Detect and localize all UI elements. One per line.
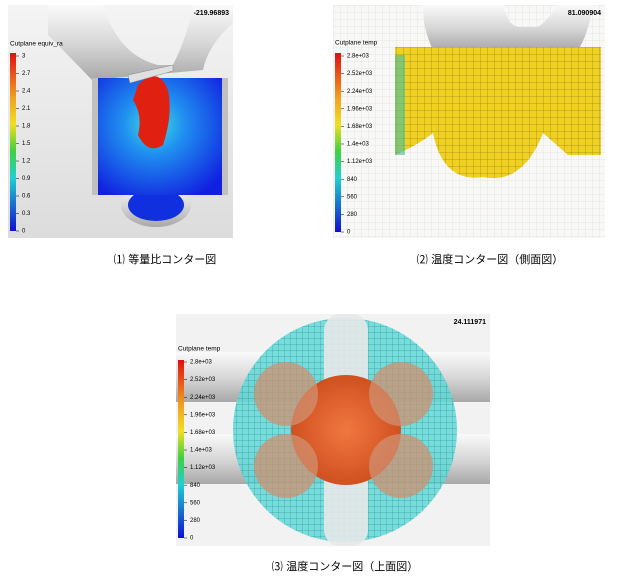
tick-label: 1.5 [22,141,31,147]
tick-label: 0.6 [22,194,31,200]
tick-label: 840 [190,483,201,489]
tick-label: 0 [22,229,26,235]
value-label: 81.090904 [568,10,601,17]
tick-label: 0 [190,536,194,542]
tick-label: 2.24e+03 [347,89,373,95]
tick-label: 2.52e+03 [347,71,373,77]
value-label: 24.111971 [454,319,486,326]
tick-label: 280 [190,518,201,524]
tick-label: 560 [347,194,358,200]
tick-label: 2.24e+03 [190,395,216,401]
tick-label: 560 [190,500,201,506]
value-label: -219.96893 [194,10,230,17]
tick-label: 1.96e+03 [347,106,373,112]
tick-label: 1.8 [22,124,31,130]
tick-label: 2.4 [22,89,31,95]
caption: ⑴ 等量比コンター図 [113,253,217,266]
tick-label: 0.9 [22,176,31,182]
tick-label: 0.3 [22,211,31,217]
tick-label: 1.4e+03 [347,142,370,148]
tick-label: 2.7 [22,71,31,77]
tick-label: 1.68e+03 [347,124,373,130]
tick-label: 2.1 [22,106,31,112]
legend-title: Cutplane equiv_ra [10,41,63,48]
tick-label: 1.12e+03 [190,465,216,471]
panel-image: 24.111971 Cutplane temp 2.8e+03 2.52e+03 2.2… [176,314,490,546]
panel-image: 81.090904 Cutplane temp 2.8e+03 2.52e+03 2.2… [333,5,605,238]
tick-label: 2.8e+03 [190,360,213,366]
tick-label: 840 [347,177,358,183]
tick-label: 1.96e+03 [190,412,216,418]
caption: ⑶ 温度コンター図（上面図） [271,560,419,573]
tick-label: 3 [22,54,26,60]
legend-title: Cutplane temp [178,346,221,353]
tick-label: 1.68e+03 [190,430,216,436]
tick-label: 2.52e+03 [190,377,216,383]
tick-label: 1.2 [22,159,31,165]
tick-label: 1.4e+03 [190,448,213,454]
legend-title: Cutplane temp [335,40,378,47]
caption: ⑵ 温度コンター図（側面図） [416,253,564,266]
tick-label: 280 [347,212,358,218]
tick-label: 0 [347,230,351,236]
tick-label: 2.8e+03 [347,54,370,60]
panel-image: -219.96893 Cutplane equiv_ra 3 2.7 2.4 2.1 1.8… [8,5,233,238]
tick-label: 1.12e+03 [347,159,373,165]
